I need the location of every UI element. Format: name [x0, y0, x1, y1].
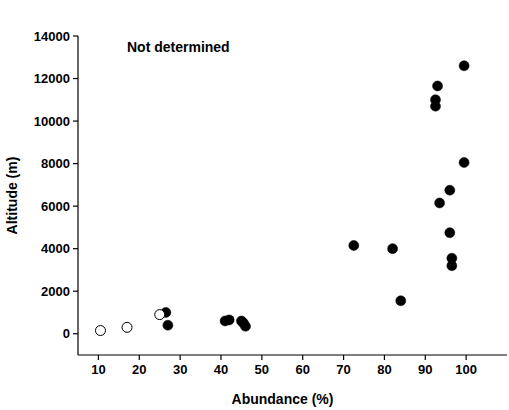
x-tick-label: 50: [255, 362, 269, 377]
x-tick: [302, 355, 303, 360]
x-tick: [384, 355, 385, 360]
point: [445, 228, 455, 238]
point: [459, 158, 469, 168]
x-tick: [180, 355, 181, 360]
x-tick: [466, 355, 467, 360]
point: [459, 61, 469, 71]
point: [155, 310, 165, 320]
point: [447, 261, 457, 271]
point: [433, 81, 443, 91]
y-tick: [73, 120, 78, 121]
point: [445, 185, 455, 195]
y-tick: [73, 35, 78, 36]
y-tick-label: 6000: [41, 199, 70, 214]
point: [95, 326, 105, 336]
y-tick-label: 4000: [41, 241, 70, 256]
x-tick: [425, 355, 426, 360]
y-tick: [73, 163, 78, 164]
y-tick-label: 8000: [41, 156, 70, 171]
y-tick-label: 2000: [41, 284, 70, 299]
x-tick-label: 90: [418, 362, 432, 377]
y-tick: [73, 78, 78, 79]
x-tick: [220, 355, 221, 360]
y-axis: [77, 36, 78, 355]
point: [435, 198, 445, 208]
x-tick-label: 70: [336, 362, 350, 377]
point: [396, 296, 406, 306]
y-axis-title: Altitude (m): [4, 157, 20, 235]
y-tick-label: 14000: [34, 29, 70, 44]
x-tick-label: 60: [295, 362, 309, 377]
x-tick: [261, 355, 262, 360]
x-tick: [343, 355, 344, 360]
x-tick: [139, 355, 140, 360]
annotation: Not determined: [127, 39, 230, 55]
x-tick-label: 80: [377, 362, 391, 377]
point: [224, 315, 234, 325]
y-tick-label: 10000: [34, 114, 70, 129]
x-tick-label: 10: [91, 362, 105, 377]
y-tick: [73, 206, 78, 207]
y-tick: [73, 248, 78, 249]
x-tick-label: 20: [132, 362, 146, 377]
x-tick-label: 30: [173, 362, 187, 377]
point: [163, 320, 173, 330]
point: [349, 240, 359, 250]
x-tick-label: 100: [455, 362, 477, 377]
x-axis: [78, 354, 507, 355]
y-tick-label: 12000: [34, 71, 70, 86]
point: [431, 95, 441, 105]
y-tick-label: 0: [63, 326, 70, 341]
x-tick: [98, 355, 99, 360]
x-axis-title: Abundance (%): [232, 391, 334, 407]
chart: 10 20 30 40 50 60 70 80 90 100 0 2000 4000 6000 8000 10…: [0, 0, 509, 410]
x-tick-label: 40: [214, 362, 228, 377]
point: [122, 322, 132, 332]
y-tick: [73, 333, 78, 334]
points: [95, 61, 469, 336]
point: [388, 244, 398, 254]
point: [241, 321, 251, 331]
y-tick: [73, 291, 78, 292]
